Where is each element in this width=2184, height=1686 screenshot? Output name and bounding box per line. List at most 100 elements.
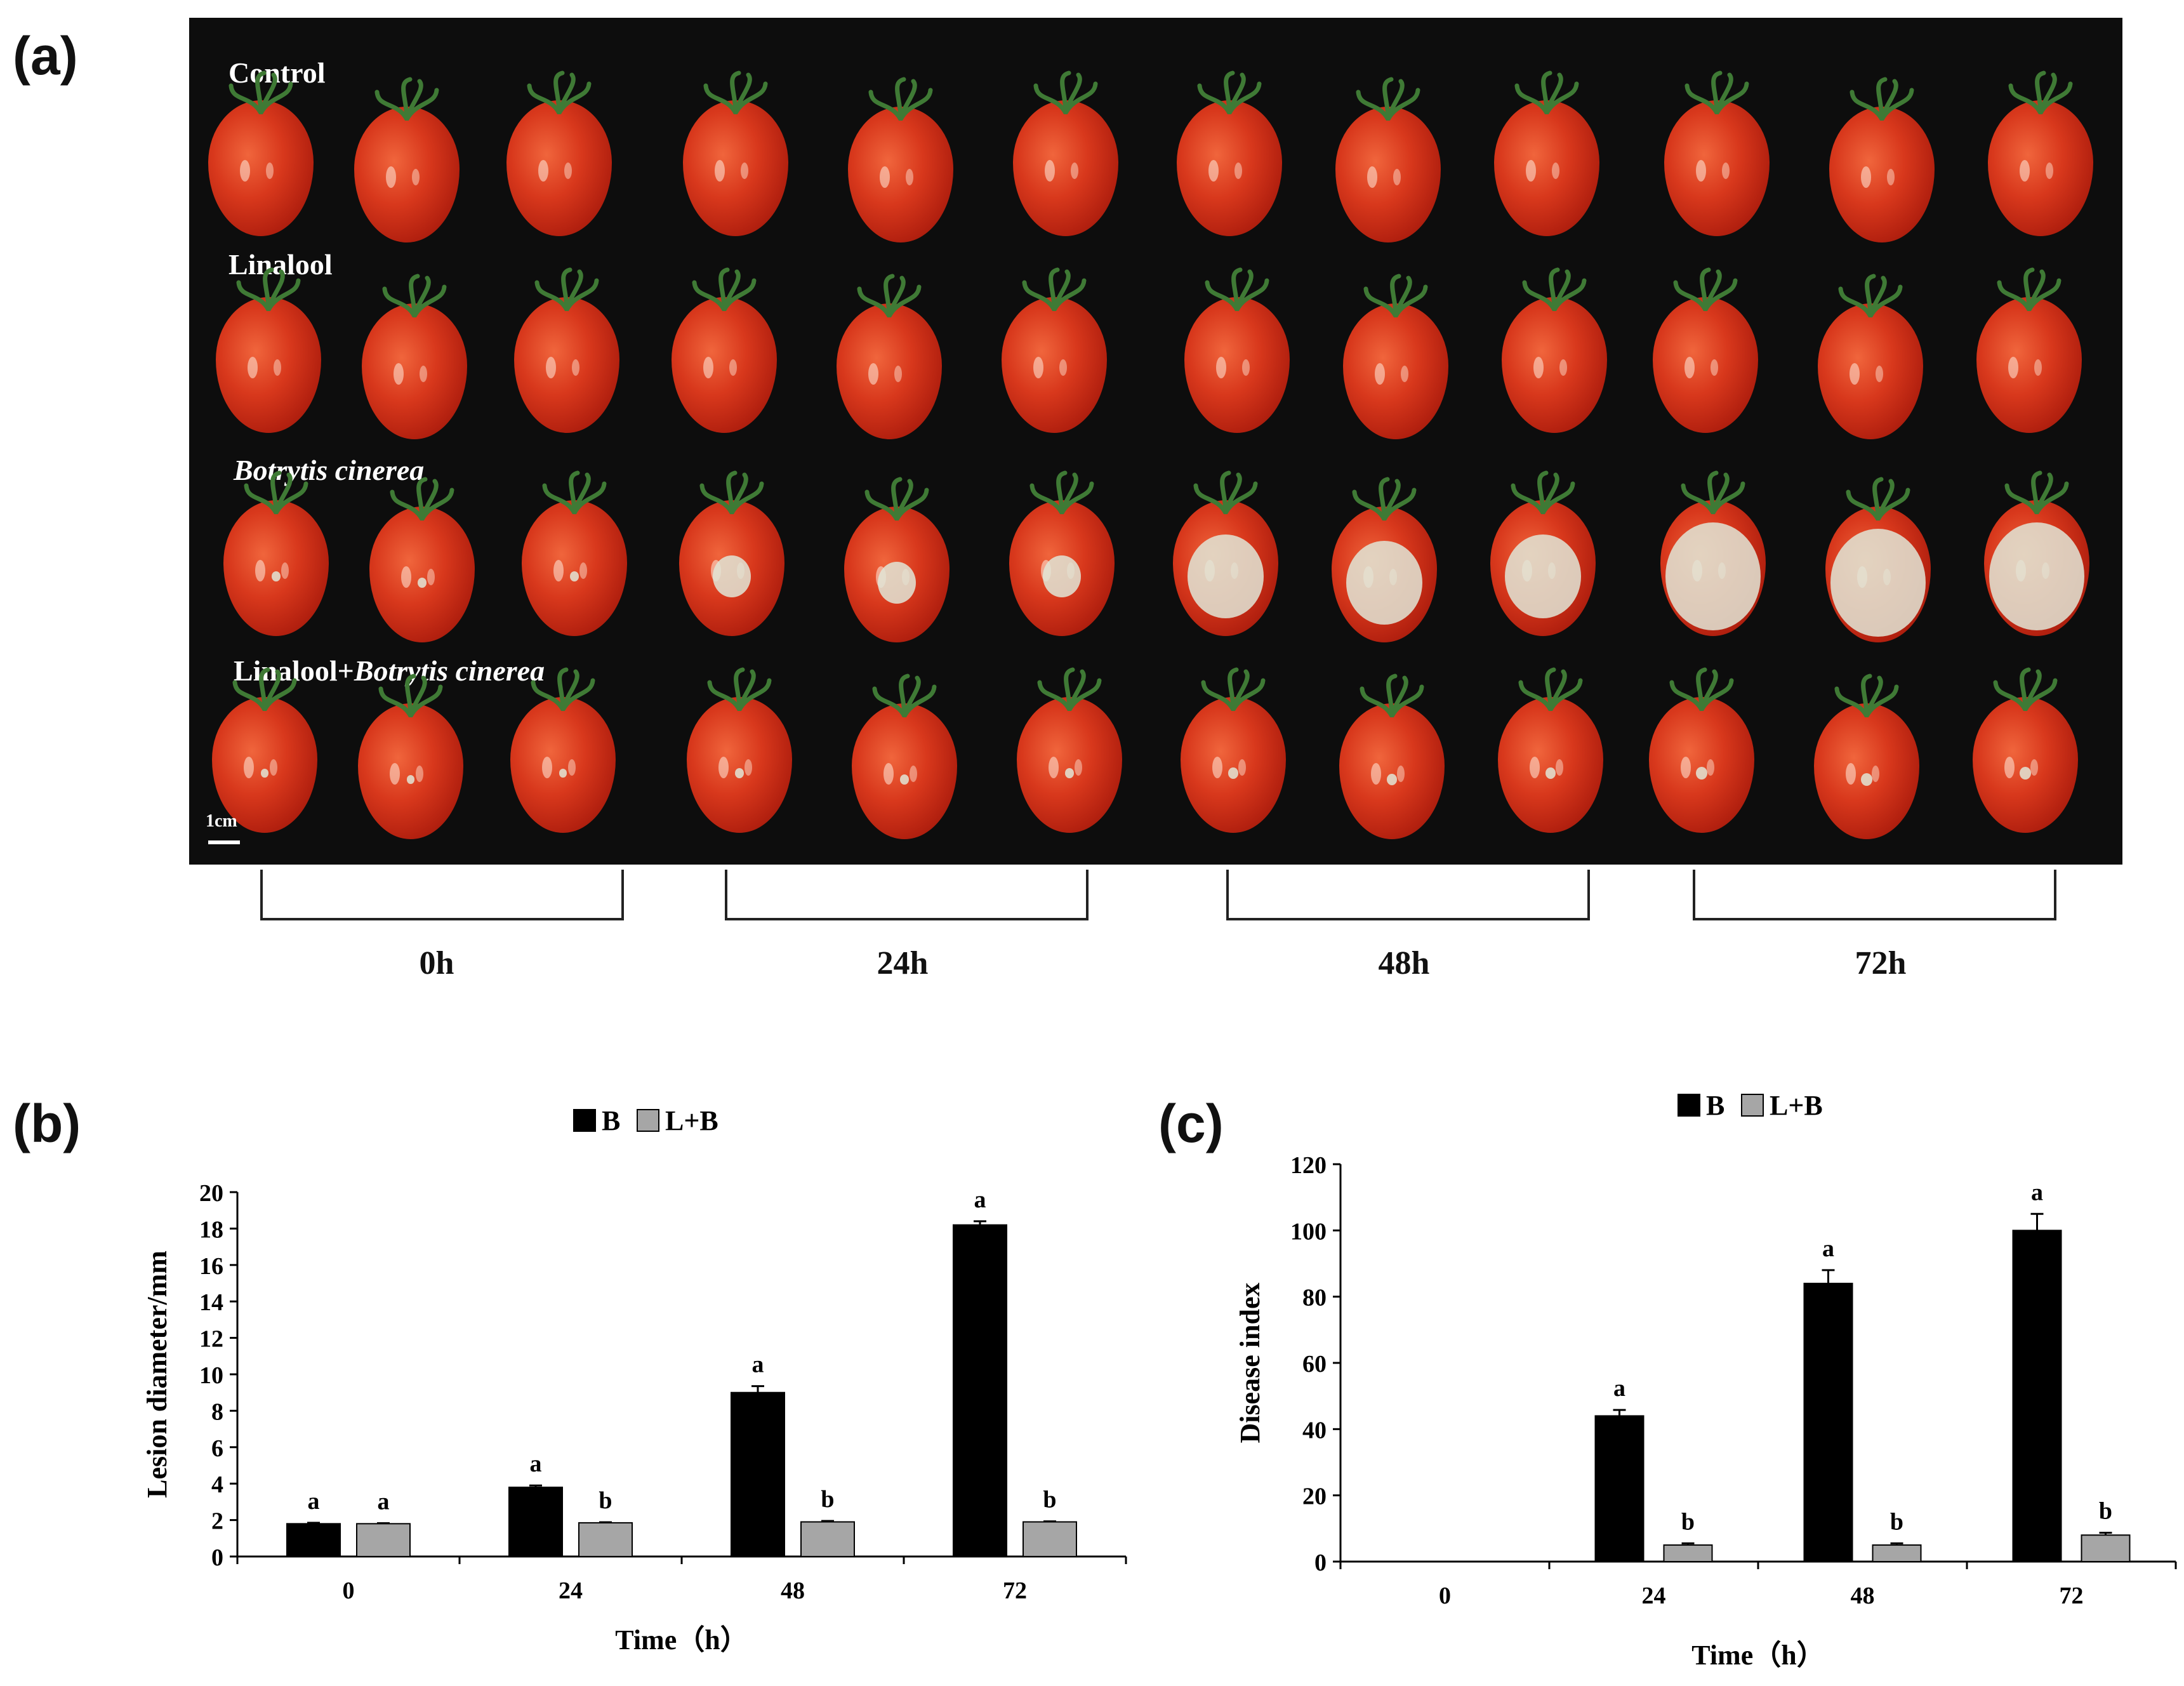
time-label-0h: 0h bbox=[419, 945, 454, 981]
stem-icon bbox=[868, 77, 933, 121]
stem-icon bbox=[534, 267, 599, 311]
lesion-spot bbox=[261, 769, 268, 778]
panel-label-c: (c) bbox=[1158, 1094, 1224, 1153]
panel-label-a: (a) bbox=[13, 26, 78, 86]
bar-lplusb bbox=[2081, 1534, 2131, 1562]
bar-b bbox=[731, 1391, 785, 1557]
tomato-fruit bbox=[514, 267, 619, 433]
stem-icon bbox=[1029, 470, 1094, 514]
stem-icon bbox=[531, 667, 595, 711]
tomato-fruit bbox=[362, 274, 467, 439]
tomato-fruit bbox=[687, 667, 792, 833]
stem-icon bbox=[1997, 267, 2062, 311]
significance-letter: a bbox=[752, 1351, 764, 1378]
tomato-fruit bbox=[1335, 77, 1441, 242]
bar-lplusb bbox=[1872, 1544, 1922, 1563]
tomato-fruit bbox=[844, 477, 950, 642]
lesion-spot bbox=[878, 562, 916, 604]
stem-icon bbox=[1356, 77, 1420, 121]
stem-icon bbox=[1993, 667, 2058, 711]
stem-icon bbox=[382, 274, 447, 317]
stem-icon bbox=[857, 274, 922, 317]
tomato-fruit bbox=[683, 70, 788, 236]
y-tick-label: 60 bbox=[1302, 1351, 1327, 1377]
stem-icon bbox=[1684, 70, 1749, 114]
x-tick-label: 48 bbox=[781, 1577, 805, 1604]
lesion-spot bbox=[418, 578, 427, 588]
tomato-fruit bbox=[1181, 667, 1286, 833]
lesion-spot bbox=[1665, 522, 1761, 630]
y-tick-label: 16 bbox=[199, 1253, 223, 1280]
stem-icon bbox=[390, 477, 454, 521]
stem-icon bbox=[1352, 477, 1417, 521]
lesion-spot bbox=[713, 555, 751, 597]
x-axis-title: Time（h） bbox=[1691, 1640, 1824, 1671]
y-tick-label: 14 bbox=[199, 1289, 223, 1316]
stem-icon bbox=[1363, 274, 1428, 317]
lesion-spot bbox=[570, 571, 579, 581]
y-tick-label: 18 bbox=[199, 1216, 223, 1243]
lesion-spot bbox=[1696, 767, 1707, 780]
significance-letter: a bbox=[530, 1450, 542, 1477]
stem-icon bbox=[378, 674, 443, 717]
stem-icon bbox=[1033, 70, 1098, 114]
significance-letter: b bbox=[821, 1486, 834, 1513]
tomato-fruit bbox=[1332, 477, 1437, 642]
tomato-fruit bbox=[223, 470, 329, 636]
bar-lplusb bbox=[1663, 1544, 1713, 1563]
stem-icon bbox=[228, 70, 293, 114]
stem-icon bbox=[699, 470, 764, 514]
lesion-spot bbox=[1989, 522, 2084, 630]
bar-b bbox=[286, 1523, 341, 1558]
lesion-spot bbox=[735, 768, 744, 778]
stem-icon bbox=[1201, 667, 1266, 711]
bar-b bbox=[1594, 1415, 1645, 1563]
tomato-fruit bbox=[1988, 70, 2093, 236]
legend-label: L+B bbox=[1770, 1090, 1823, 1121]
x-tick-label: 0 bbox=[343, 1577, 355, 1604]
tomato-fruit bbox=[679, 470, 784, 636]
tomato-fruit bbox=[1502, 267, 1607, 433]
stem-icon bbox=[1037, 667, 1102, 711]
tomato-fruit bbox=[1825, 477, 1931, 642]
stem-icon bbox=[1022, 267, 1087, 311]
y-tick-label: 10 bbox=[199, 1362, 223, 1389]
tomato-fruit bbox=[216, 267, 321, 433]
lesion-spot bbox=[272, 571, 281, 581]
lesion-spot bbox=[1505, 534, 1581, 618]
stem-icon bbox=[707, 667, 772, 711]
legend-swatch-b bbox=[573, 1109, 596, 1132]
disease-index-chart: 0 20 40 60 80 100 120 0 24 48 72 a a a b b b Time（h） Disea… bbox=[1234, 1090, 2177, 1671]
stem-icon bbox=[1511, 470, 1575, 514]
tomato-fruit bbox=[369, 477, 475, 642]
tomato-fruit bbox=[1973, 667, 2078, 833]
x-tick-label: 0 bbox=[1439, 1583, 1451, 1609]
legend-label: L+B bbox=[665, 1105, 718, 1136]
y-tick-label: 0 bbox=[1314, 1550, 1327, 1576]
lesion-spot bbox=[1861, 773, 1872, 786]
scale-label: 1cm bbox=[206, 811, 237, 831]
stem-icon bbox=[692, 267, 757, 311]
tomato-fruit bbox=[848, 77, 953, 242]
bracket-48h bbox=[1226, 870, 1590, 920]
stem-icon bbox=[1673, 267, 1738, 311]
significance-letter: a bbox=[2031, 1179, 2043, 1205]
tomato-fruit bbox=[506, 70, 612, 236]
tomato-fruit bbox=[1498, 667, 1603, 833]
stem-icon bbox=[703, 70, 768, 114]
tomato-fruit bbox=[837, 274, 942, 439]
tomato-fruit bbox=[1013, 70, 1118, 236]
stem-icon bbox=[2004, 470, 2069, 514]
x-tick-label: 48 bbox=[1851, 1583, 1875, 1609]
bar-b bbox=[1803, 1282, 1853, 1562]
tomato-fruit bbox=[208, 70, 314, 236]
bar-b bbox=[953, 1224, 1007, 1558]
time-label-48h: 48h bbox=[1378, 945, 1430, 981]
legend-swatch-lplusb bbox=[1741, 1094, 1764, 1117]
significance-letter: a bbox=[308, 1488, 320, 1515]
stem-icon bbox=[542, 470, 607, 514]
y-tick-label: 40 bbox=[1302, 1417, 1327, 1444]
tomato-fruit bbox=[1490, 470, 1596, 636]
tomato-fruit bbox=[1339, 674, 1445, 839]
